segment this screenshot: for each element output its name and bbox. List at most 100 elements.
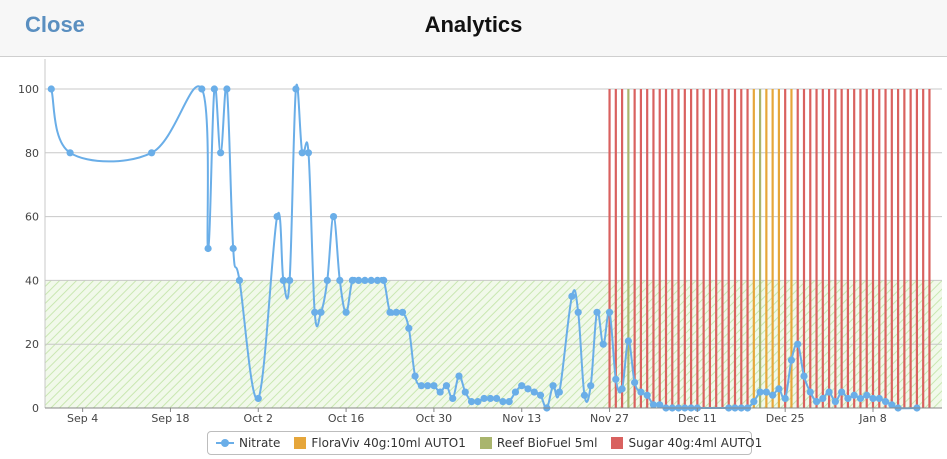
nitrate-point bbox=[505, 398, 513, 406]
x-tick-label: Sep 4 bbox=[67, 412, 98, 425]
nitrate-point bbox=[825, 388, 833, 396]
nitrate-chart: 0 20 40 60 80 100 Sep 4 Sep 18 Oct 2 Oct 16 Oct 30… bbox=[18, 59, 942, 425]
legend-biofuel-swatch bbox=[479, 437, 492, 449]
nitrate-point bbox=[881, 398, 890, 406]
y-tick-label: 40 bbox=[25, 274, 39, 287]
nitrate-point bbox=[405, 324, 413, 332]
nitrate-point bbox=[273, 213, 281, 221]
legend-sugar-label: Sugar 40g:4ml AUTO1 bbox=[628, 436, 763, 450]
y-tick-label: 100 bbox=[18, 83, 39, 96]
nitrate-point bbox=[486, 394, 494, 403]
nitrate-point bbox=[555, 388, 563, 396]
nitrate-point bbox=[461, 388, 469, 396]
y-tick-label: 80 bbox=[25, 147, 39, 160]
legend-floraviv-label: FloraViv 40g:10ml AUTO1 bbox=[311, 436, 466, 450]
y-tick-label: 0 bbox=[32, 402, 39, 415]
nitrate-point bbox=[204, 244, 212, 253]
nitrate-point bbox=[217, 149, 225, 157]
nitrate-point bbox=[480, 394, 488, 403]
nitrate-point bbox=[373, 276, 382, 284]
nitrate-point bbox=[781, 394, 789, 403]
nitrate-point bbox=[361, 276, 369, 284]
nitrate-point bbox=[66, 149, 74, 157]
nitrate-point bbox=[869, 394, 877, 403]
x-tick-label: Dec 11 bbox=[678, 412, 717, 425]
nitrate-point bbox=[618, 385, 626, 393]
nitrate-point bbox=[355, 276, 363, 284]
nitrate-point bbox=[649, 401, 658, 409]
nitrate-point bbox=[762, 388, 770, 396]
nitrate-point bbox=[455, 372, 463, 380]
nitrate-point bbox=[643, 391, 651, 399]
nitrate-point bbox=[436, 388, 444, 396]
nitrate-point bbox=[612, 375, 620, 383]
nitrate-point bbox=[336, 276, 344, 284]
nitrate-point bbox=[467, 398, 476, 406]
nitrate-point bbox=[769, 391, 777, 399]
nitrate-point bbox=[411, 372, 419, 380]
nitrate-point bbox=[812, 398, 821, 406]
nitrate-point bbox=[474, 398, 482, 406]
nitrate-point bbox=[536, 391, 545, 399]
legend-biofuel[interactable]: Reef BioFuel 5ml bbox=[479, 436, 598, 450]
legend-nitrate[interactable]: Nitrate bbox=[216, 436, 280, 450]
nitrate-point bbox=[800, 372, 808, 380]
nitrate-point bbox=[367, 276, 375, 284]
nitrate-point bbox=[637, 388, 645, 396]
nitrate-point bbox=[631, 378, 639, 387]
nitrate-point bbox=[875, 394, 883, 403]
nitrate-point bbox=[279, 276, 287, 284]
nitrate-point bbox=[850, 391, 858, 399]
nitrate-point bbox=[386, 308, 394, 316]
nitrate-point bbox=[298, 149, 306, 157]
nitrate-point bbox=[499, 398, 507, 406]
nitrate-point bbox=[398, 308, 407, 316]
nitrate-point bbox=[593, 308, 601, 316]
nitrate-point bbox=[787, 356, 796, 364]
x-tick-label: Sep 18 bbox=[151, 412, 189, 425]
nitrate-point bbox=[656, 401, 664, 409]
nitrate-point bbox=[311, 308, 319, 316]
legend-sugar[interactable]: Sugar 40g:4ml AUTO1 bbox=[611, 436, 762, 450]
nitrate-point bbox=[794, 340, 802, 348]
legend-nitrate-label: Nitrate bbox=[239, 436, 281, 450]
legend-biofuel-label: Reef BioFuel 5ml bbox=[496, 436, 598, 450]
nitrate-point bbox=[838, 388, 846, 396]
nitrate-point bbox=[844, 394, 852, 403]
x-tick-label: Oct 2 bbox=[244, 412, 274, 425]
nitrate-point bbox=[286, 276, 294, 284]
nitrate-point bbox=[756, 388, 764, 396]
x-tick-label: Nov 27 bbox=[590, 412, 629, 425]
nitrate-point bbox=[518, 382, 526, 390]
nitrate-point bbox=[47, 85, 55, 93]
nitrate-point bbox=[806, 388, 814, 396]
nitrate-point bbox=[323, 276, 331, 284]
nitrate-point bbox=[442, 382, 451, 390]
nitrate-point bbox=[568, 292, 576, 300]
nitrate-point bbox=[511, 388, 520, 396]
nitrate-point bbox=[750, 398, 758, 406]
x-tick-label: Jan 8 bbox=[858, 412, 886, 425]
nitrate-point bbox=[530, 388, 538, 396]
nitrate-point bbox=[424, 382, 432, 390]
nitrate-point bbox=[831, 398, 839, 406]
nitrate-point bbox=[819, 394, 827, 403]
nitrate-point bbox=[417, 382, 425, 390]
nitrate-point bbox=[775, 385, 783, 393]
nitrate-point bbox=[574, 308, 582, 316]
nitrate-point bbox=[329, 213, 338, 221]
y-tick-label: 60 bbox=[25, 211, 39, 224]
nitrate-point bbox=[348, 276, 356, 284]
nitrate-point bbox=[599, 340, 607, 348]
legend-floraviv-swatch bbox=[294, 437, 307, 449]
close-button[interactable]: Close bbox=[25, 12, 85, 37]
top-bar: Close Analytics bbox=[0, 0, 947, 57]
nitrate-point bbox=[304, 149, 313, 157]
nitrate-point bbox=[580, 391, 589, 399]
nitrate-point bbox=[449, 394, 457, 403]
nitrate-point bbox=[210, 85, 218, 93]
nitrate-point bbox=[605, 308, 614, 316]
y-tick-label: 20 bbox=[25, 338, 39, 351]
x-tick-label: Oct 16 bbox=[328, 412, 365, 425]
legend-floraviv[interactable]: FloraViv 40g:10ml AUTO1 bbox=[294, 436, 466, 450]
